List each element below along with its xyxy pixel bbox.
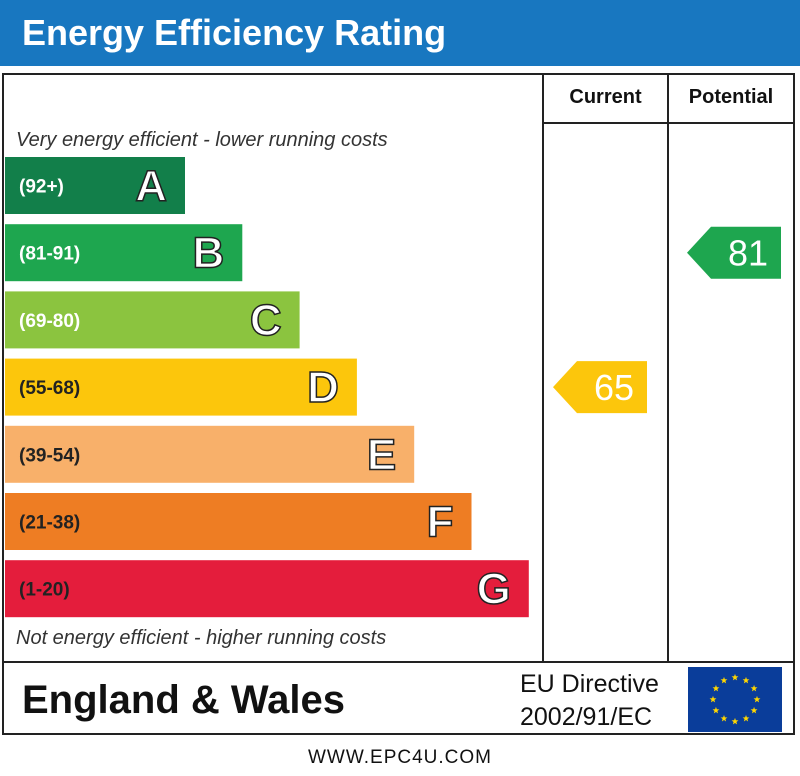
column-header-potential: Potential [688,86,774,108]
eu-flag-star [712,684,720,692]
header-row-divider [542,122,795,124]
band-range-d: (55-68) [19,378,80,399]
note-inefficient: Not energy efficient - higher running co… [16,627,387,649]
eu-flag-icon [688,667,782,732]
band-letter-c: C [250,296,282,345]
band-range-a: (92+) [19,177,64,198]
eu-flag-star [742,714,750,722]
website-url: WWW.EPC4U.COM [308,747,492,768]
rating-frame [2,73,795,735]
band-letter-g: G [477,565,511,614]
current-rating-arrow [553,361,647,414]
eu-directive-label: EU Directive [520,670,659,698]
eu-flag-star [750,684,758,692]
band-range-b: (81-91) [19,244,80,265]
band-range-c: (69-80) [19,311,80,332]
band-bar-e [5,425,415,483]
column-header-current: Current [569,86,642,108]
eu-flag-star [709,695,717,703]
eu-flag-star [712,706,720,714]
band-range-f: (21-38) [19,513,80,534]
band-letter-d: D [307,363,339,412]
band-range-e: (39-54) [19,445,80,466]
band-bar-f [5,493,472,550]
band-range-g: (1-20) [19,580,70,601]
divider-potential [667,73,669,663]
eu-flag-star [720,676,728,684]
current-rating-value: 65 [594,367,634,408]
band-letter-b: B [193,229,225,278]
potential-rating-arrow [687,226,781,279]
eu-flag-star [742,676,750,684]
footer-divider [2,661,795,663]
band-letter-a: A [135,162,167,211]
band-bar-a [5,157,185,214]
band-bar-c [5,291,300,349]
eu-flag-star [750,706,758,714]
divider-current [542,73,544,663]
eu-flag-star [731,673,739,681]
eu-flag-star [720,714,728,722]
eu-flag-star [753,695,761,703]
eu-flag-star [731,717,739,725]
band-letter-e: E [367,430,396,479]
header-bar: Energy Efficiency Rating [0,0,800,66]
band-bar-g [5,560,529,618]
region-label: England & Wales [22,678,346,722]
band-bar-d [5,358,357,416]
potential-rating-value: 81 [728,233,768,274]
eu-directive-number: 2002/91/EC [520,703,653,731]
note-efficient: Very energy efficient - lower running co… [16,129,388,151]
page-title: Energy Efficiency Rating [22,12,447,53]
band-letter-f: F [427,498,454,547]
band-bar-b [5,224,243,282]
